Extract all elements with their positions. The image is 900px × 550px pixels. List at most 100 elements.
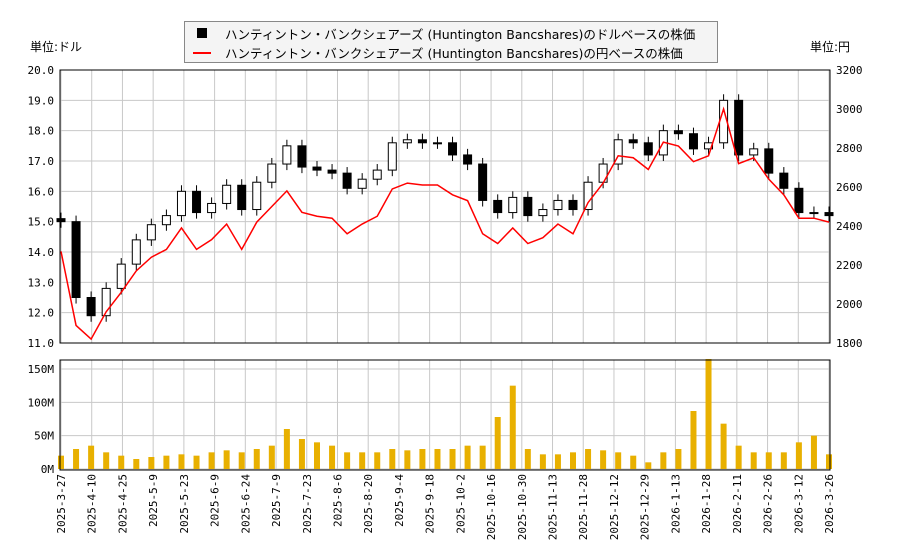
candle-body [734,99,744,156]
x-tick-label: 2026-3-12 [792,474,805,534]
candle-body [478,163,488,201]
legend-item-usd: ハンティントン・バンクシェアーズ (Huntington Bancshares)… [193,24,695,42]
volume-bar [389,449,396,469]
volume-bar [600,450,607,469]
price-plot-frame [59,69,831,344]
volume-tick-label: 50M [34,430,54,443]
volume-bar [238,452,245,469]
candle-body [327,169,337,174]
candle-body [538,209,548,217]
candle-body [71,221,81,299]
legend-line-icon [193,45,215,60]
volume-bar [690,411,697,469]
left-tick-label: 14.0 [28,246,55,259]
volume-bar [404,450,411,469]
volume-bar [434,449,441,469]
volume-bar [705,359,712,469]
legend-item-jpy: ハンティントン・バンクシェアーズ (Huntington Bancshares)… [193,43,683,61]
volume-plot-frame [59,359,831,471]
left-tick-label: 20.0 [28,64,55,77]
left-tick-label: 17.0 [28,155,55,168]
x-tick-label: 2025-9-4 [393,474,406,527]
candle-body [101,287,111,317]
right-tick-label: 3200 [836,64,863,77]
candle-body [523,196,533,217]
volume-bar [118,455,125,469]
volume-bar [133,459,140,469]
volume-bar [750,452,757,469]
volume-bar [193,455,200,469]
volume-bar [88,445,95,469]
volume-bar [645,462,652,469]
left-tick-label: 19.0 [28,94,55,107]
volume-bar [314,442,320,469]
x-tick-label: 2025-3-27 [55,474,68,534]
volume-bar [464,445,471,469]
volume-bar [570,452,576,469]
candle-body [553,199,563,211]
x-tick-label: 2026-2-11 [731,474,744,534]
volume-bar [615,452,622,469]
right-tick-label: 2400 [836,220,863,233]
candle-body [192,190,202,214]
left-tick-label: 12.0 [28,307,55,320]
x-tick-label: 2025-8-20 [362,474,375,534]
candle-body [568,199,578,211]
candle-body [267,163,277,183]
right-tick-label: 2800 [836,142,863,155]
x-tick-label: 2025-7-23 [301,474,314,534]
candle-body [417,139,427,144]
x-tick-label: 2025-11-13 [547,474,560,540]
volume-bar [374,452,381,469]
candle-body [824,212,834,217]
volume-bar [223,450,230,469]
volume-bar [359,452,366,469]
x-tick-label: 2025-9-18 [424,474,437,534]
x-tick-label: 2025-10-16 [485,474,498,540]
left-tick-label: 11.0 [28,337,55,350]
volume-bar [344,452,351,469]
right-tick-label: 2600 [836,181,863,194]
candle-body [673,130,683,135]
candle-body [116,263,126,289]
x-tick-label: 2026-2-26 [762,474,775,534]
volume-bar [329,445,336,469]
candle-body [176,190,186,217]
volume-bar [58,455,64,469]
x-tick-label: 2025-10-30 [516,474,529,540]
candle-body [493,199,503,214]
candle-body [131,239,141,265]
x-tick-label: 2026-1-28 [700,474,713,534]
legend-label-jpy: ハンティントン・バンクシェアーズ (Huntington Bancshares)… [225,45,683,61]
volume-bar [675,449,682,469]
candle-body [342,172,352,189]
candle-body [252,181,262,211]
x-tick-label: 2025-5-9 [147,474,160,527]
x-tick-label: 2026-3-26 [823,474,836,534]
volume-bar [479,445,486,469]
volume-tick-label: 0M [41,463,55,476]
x-tick-label: 2025-6-24 [239,474,252,534]
volume-bar [795,442,802,469]
candle-body [448,142,458,156]
right-unit-label: 単位:円 [810,40,851,54]
candle-body [56,218,66,223]
volume-bar [283,429,290,469]
volume-bar [148,457,155,469]
candle-body [207,202,217,214]
left-tick-label: 18.0 [28,125,55,138]
jpy-price-line [60,106,830,341]
volume-bar [524,449,531,469]
candle-body [764,148,774,174]
volume-bar [509,385,516,469]
x-tick-label: 2026-1-13 [669,474,682,534]
x-tick-label: 2025-12-12 [608,474,621,540]
volume-bar [720,423,727,469]
left-unit-label: 単位:ドル [30,40,83,54]
right-tick-label: 1800 [836,337,863,350]
volume-bar [660,452,667,469]
candle-body [688,133,698,150]
volume-bar [103,452,110,469]
volume-bar [826,454,832,469]
volume-bar [765,452,772,469]
